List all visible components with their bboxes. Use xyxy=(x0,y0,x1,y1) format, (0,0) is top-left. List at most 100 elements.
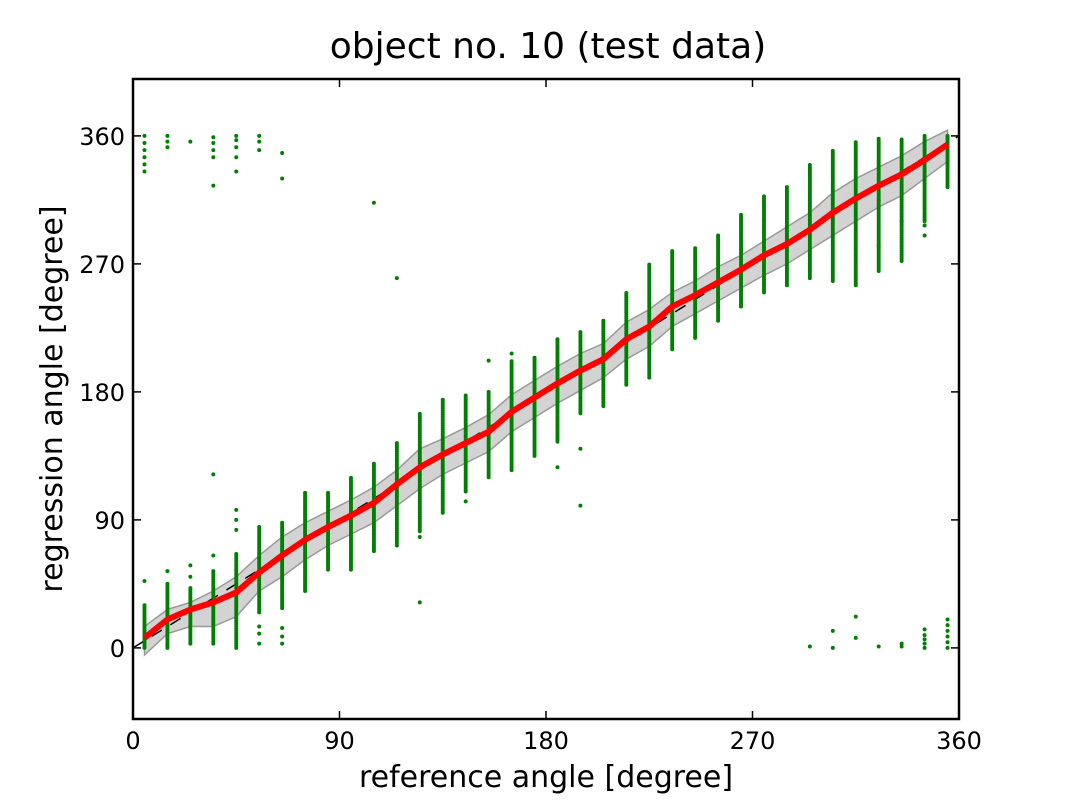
scatter-point xyxy=(647,262,652,267)
scatter-point xyxy=(142,155,147,160)
scatter-point xyxy=(234,517,239,522)
scatter-point xyxy=(394,441,399,446)
scatter-point xyxy=(945,623,950,628)
scatter-point xyxy=(784,185,789,190)
scatter-point xyxy=(807,163,812,168)
scatter-point xyxy=(142,141,147,145)
scatter-point xyxy=(280,641,285,646)
scatter-point xyxy=(211,155,216,160)
scatter-point xyxy=(486,358,491,363)
scatter-point xyxy=(188,586,193,591)
scatter-point xyxy=(693,246,698,251)
scatter-point xyxy=(830,148,835,153)
scatter-point xyxy=(578,446,583,451)
scatter-point xyxy=(509,351,514,356)
scatter-point xyxy=(280,634,285,639)
scatter-point xyxy=(830,645,835,650)
scatter-point xyxy=(188,563,193,568)
scatter-point xyxy=(922,233,927,238)
scatter-point xyxy=(348,475,353,480)
scatter-point xyxy=(417,411,422,416)
scatter-point xyxy=(211,472,216,477)
chart-title: object no. 10 (test data) xyxy=(330,26,766,67)
scatter-point xyxy=(899,219,904,224)
scatter-point xyxy=(165,569,170,574)
scatter-point xyxy=(394,276,399,281)
scatter-point xyxy=(922,637,927,642)
scatter-point xyxy=(853,140,858,145)
scatter-point xyxy=(257,525,262,529)
scatter-point xyxy=(257,139,262,144)
scatter-point xyxy=(165,145,170,150)
x-tick-label: 90 xyxy=(324,727,355,755)
scatter-point xyxy=(211,141,216,145)
y-tick-label: 360 xyxy=(79,123,125,151)
scatter-point xyxy=(761,194,766,199)
scatter-point xyxy=(234,155,239,160)
scatter-point xyxy=(326,490,331,495)
scatter-point xyxy=(876,136,881,141)
scatter-point xyxy=(257,624,262,629)
scatter-point xyxy=(165,133,170,138)
scatter-point xyxy=(945,634,950,639)
scatter-point xyxy=(876,644,881,649)
scatter-point xyxy=(532,355,537,360)
scatter-point xyxy=(945,628,950,633)
scatter-point xyxy=(899,137,904,142)
scatter-points xyxy=(142,133,950,650)
scatter-point xyxy=(922,645,927,650)
scatter-point xyxy=(234,169,239,174)
mean-line-path xyxy=(142,141,950,641)
scatter-point xyxy=(257,641,262,646)
scatter-point xyxy=(945,617,950,622)
scatter-point xyxy=(371,461,376,466)
scatter-point xyxy=(922,133,927,138)
x-axis-label: reference angle [degree] xyxy=(359,760,733,795)
scatter-point xyxy=(922,633,927,638)
scatter-point xyxy=(142,169,147,174)
scatter-point xyxy=(234,507,239,512)
scatter-point xyxy=(234,133,239,138)
scatter-point xyxy=(188,139,193,144)
scatter-point xyxy=(211,183,216,188)
scatter-point xyxy=(945,640,950,645)
scatter-point xyxy=(142,579,147,584)
scatter-point xyxy=(234,138,239,143)
scatter-point xyxy=(280,176,285,181)
scatter-point xyxy=(853,635,858,640)
scatter-point xyxy=(922,627,927,632)
scatter-point xyxy=(257,133,262,138)
scatter-point xyxy=(945,133,950,138)
scatter-point xyxy=(417,600,422,605)
scatter-point xyxy=(142,148,147,153)
y-tick-label: 90 xyxy=(94,507,125,535)
scatter-point xyxy=(670,249,675,254)
scatter-point xyxy=(234,552,239,557)
scatter-point xyxy=(830,628,835,633)
scatter-point xyxy=(555,337,560,342)
scatter-point xyxy=(807,644,812,649)
scatter-point xyxy=(211,148,216,153)
scatter-point xyxy=(280,150,285,155)
scatter-point xyxy=(486,389,491,394)
axis-ticks: 0 90 180 270 360 0 90 180 270 360 xyxy=(79,79,982,755)
scatter-point xyxy=(280,520,285,525)
mean-line xyxy=(142,141,950,641)
scatter-point xyxy=(234,145,239,150)
scatter-point xyxy=(716,233,721,238)
scatter-point xyxy=(257,631,262,636)
y-axis-label: regression angle [degree] xyxy=(35,205,70,592)
scatter-point xyxy=(188,574,193,579)
scatter-point xyxy=(440,397,445,402)
scatter-point xyxy=(463,393,468,398)
scatter-point xyxy=(211,569,216,574)
scatter-point xyxy=(211,553,216,558)
scatter-point xyxy=(463,499,468,504)
scatter-point xyxy=(303,490,308,495)
scatter-point xyxy=(624,291,629,296)
scatter-point xyxy=(142,603,147,608)
scatter-point xyxy=(257,148,262,153)
scatter-point xyxy=(578,503,583,508)
scatter-point xyxy=(601,318,606,323)
